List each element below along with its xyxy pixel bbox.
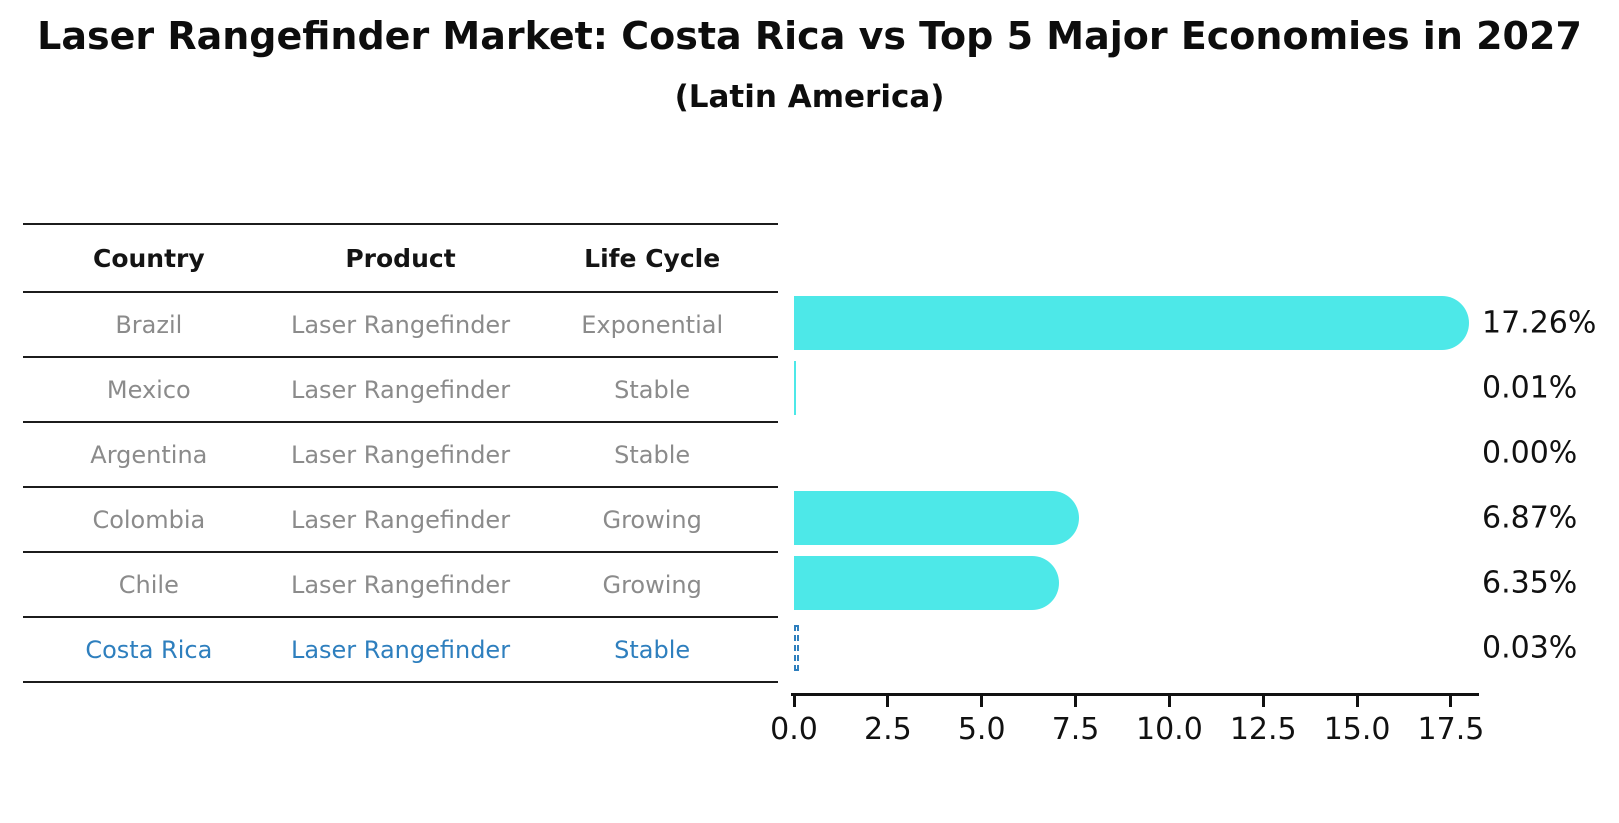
country-table: Country Product Life Cycle Brazil Laser … — [23, 223, 778, 683]
col-header-life-cycle: Life Cycle — [584, 243, 721, 273]
table-row: Colombia Laser Rangefinder Growing — [23, 488, 778, 553]
value-label: 0.03% — [1482, 630, 1578, 666]
life-cycle-cell: Exponential — [581, 310, 724, 339]
value-label: 17.26% — [1482, 305, 1597, 341]
table-row: Mexico Laser Rangefinder Stable — [23, 358, 778, 423]
table-row: Chile Laser Rangefinder Growing — [23, 553, 778, 618]
bar-mexico — [794, 361, 796, 415]
x-tick-label: 2.5 — [863, 712, 912, 747]
table-header-row: Country Product Life Cycle — [23, 223, 778, 293]
life-cycle-cell: Stable — [614, 375, 691, 404]
x-axis-tick — [1167, 695, 1171, 707]
x-tick-label: 0.0 — [770, 712, 818, 747]
x-axis-tick — [792, 695, 796, 707]
x-axis-tick — [1449, 695, 1453, 707]
x-axis-tick — [886, 695, 890, 707]
x-axis-tick — [980, 695, 984, 707]
value-label: 0.01% — [1482, 370, 1578, 406]
value-label: 6.87% — [1482, 500, 1578, 536]
country-cell: Mexico — [106, 375, 191, 404]
bar-colombia — [794, 491, 1079, 545]
col-header-country: Country — [92, 243, 205, 273]
bar-chile — [794, 556, 1060, 610]
product-cell: Laser Rangefinder — [290, 310, 511, 339]
country-cell: Colombia — [92, 505, 206, 534]
bar-costa-rica — [794, 625, 799, 671]
product-cell: Laser Rangefinder — [290, 635, 511, 664]
x-axis-tick — [1261, 695, 1265, 707]
country-cell: Brazil — [115, 310, 183, 339]
x-axis-tick — [1355, 695, 1359, 707]
table-row: Brazil Laser Rangefinder Exponential — [23, 293, 778, 358]
x-tick-label: 5.0 — [957, 712, 1006, 747]
country-cell: Chile — [118, 570, 179, 599]
product-cell: Laser Rangefinder — [290, 375, 511, 404]
col-header-product: Product — [345, 243, 456, 273]
life-cycle-cell: Growing — [602, 570, 702, 599]
x-tick-label: 17.5 — [1417, 712, 1485, 747]
value-label: 6.35% — [1482, 565, 1578, 601]
country-cell: Argentina — [90, 440, 208, 469]
value-label: 0.00% — [1482, 435, 1578, 471]
product-cell: Laser Rangefinder — [290, 440, 511, 469]
life-cycle-cell: Stable — [614, 635, 691, 664]
country-cell: Costa Rica — [85, 635, 213, 664]
table-row-costa-rica: Costa Rica Laser Rangefinder Stable — [23, 618, 778, 683]
life-cycle-cell: Stable — [614, 440, 691, 469]
x-tick-label: 7.5 — [1051, 712, 1100, 747]
x-tick-label: 10.0 — [1135, 712, 1203, 747]
x-tick-label: 12.5 — [1229, 712, 1297, 747]
chart-title: Laser Rangefinder Market: Costa Rica vs … — [37, 14, 1582, 58]
product-cell: Laser Rangefinder — [290, 505, 511, 534]
x-axis-line — [791, 693, 1479, 696]
product-cell: Laser Rangefinder — [290, 570, 511, 599]
bar-brazil — [794, 296, 1469, 350]
life-cycle-cell: Growing — [602, 505, 702, 534]
x-axis-tick — [1074, 695, 1078, 707]
x-tick-label: 15.0 — [1323, 712, 1391, 747]
chart-subtitle: (Latin America) — [674, 79, 945, 115]
table-row: Argentina Laser Rangefinder Stable — [23, 423, 778, 488]
